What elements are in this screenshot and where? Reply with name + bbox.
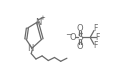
Text: +: + [40, 15, 45, 21]
Text: F: F [93, 41, 98, 50]
Text: F: F [93, 24, 98, 33]
Text: S: S [77, 33, 83, 42]
Text: F: F [96, 33, 100, 42]
Text: N: N [27, 44, 34, 53]
Text: −: − [65, 30, 72, 39]
Text: O: O [69, 33, 76, 42]
Text: O: O [77, 42, 83, 51]
Text: O: O [77, 24, 83, 33]
Text: N: N [35, 18, 41, 27]
